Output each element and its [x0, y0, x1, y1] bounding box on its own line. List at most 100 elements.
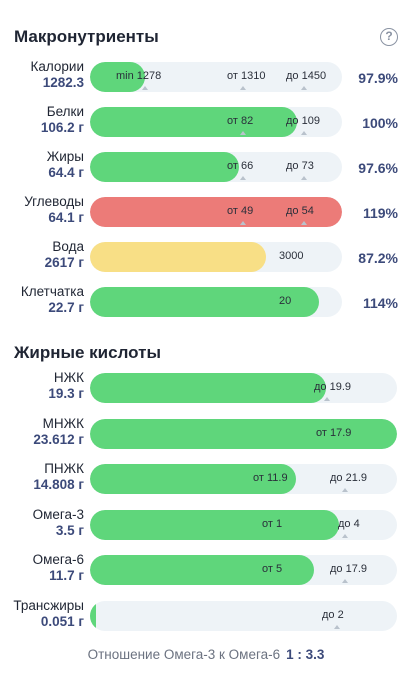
nutrient-amount: 64.1 г	[48, 210, 84, 225]
omega-ratio-label: Отношение Омега-3 к Омега-6	[87, 647, 281, 662]
percent-label: 87.2%	[358, 250, 398, 266]
nutrient-label: Вода 2617 г	[0, 239, 84, 271]
nutrient-label: ПНЖК 14.808 г	[0, 461, 84, 493]
percent-label: 100%	[362, 115, 398, 131]
range-from-tick	[240, 176, 246, 180]
nutrient-label: МНЖК 23.612 г	[0, 416, 84, 448]
nutrient-amount: 3.5 г	[55, 522, 84, 538]
nutrient-amount: 11.7 г	[49, 568, 84, 583]
nutrient-name: Омега-6	[32, 552, 84, 567]
range-to-tick	[334, 624, 340, 629]
progress-fill	[90, 107, 297, 137]
progress-track: от 17.9	[90, 418, 397, 449]
nutrient-row[interactable]: Белки 106.2 г от 82 до 109 100%	[0, 104, 412, 144]
range-from-label: от 1310	[227, 70, 266, 82]
range-from-label: от 1	[262, 517, 283, 530]
range-to-tick	[342, 579, 348, 583]
nutrient-row[interactable]: Углеводы 64.1 г от 49 до 54 119%	[0, 194, 412, 234]
nutrient-row[interactable]: ПНЖК 14.808 г от 11.9 до 21.9	[0, 461, 412, 501]
progress-track: 3000	[90, 242, 342, 272]
progress-fill	[90, 287, 320, 317]
nutrient-name: МНЖК	[42, 415, 84, 431]
nutrient-row[interactable]: Трансжиры 0.051 г до 2	[0, 598, 412, 638]
progress-track: до 19.9	[90, 373, 397, 403]
nutrient-row[interactable]: МНЖК 23.612 г от 17.9	[0, 416, 412, 456]
nutrient-label: Жиры 64.4 г	[0, 149, 84, 181]
nutrient-row[interactable]: Калории 1282.3 min 1278 от 1310 до 1450 97.9%	[0, 59, 412, 99]
range-to-label: до 4	[338, 517, 360, 530]
range-center-label: 3000	[279, 250, 304, 262]
nutrient-row[interactable]: Клетчатка 22.7 г 20 114%	[0, 284, 412, 324]
range-to-label: до 54	[286, 205, 314, 217]
nutrient-label: НЖК 19.3 г	[0, 370, 84, 402]
nutrient-amount: 14.808 г	[33, 477, 84, 492]
range-min-tick	[142, 86, 148, 90]
nutrient-name: ПНЖК	[44, 461, 84, 476]
range-from-label: от 17.9	[316, 426, 352, 439]
range-from-label: от 66	[227, 160, 254, 172]
nutrient-row[interactable]: Омега-6 11.7 г от 5 до 17.9	[0, 552, 412, 592]
progress-fill	[90, 242, 267, 272]
nutrient-label: Белки 106.2 г	[0, 104, 84, 136]
percent-label: 97.6%	[358, 160, 398, 176]
range-to-label: до 2	[322, 608, 344, 621]
range-to-tick	[342, 533, 348, 538]
percent-label: 119%	[362, 205, 398, 221]
progress-fill	[90, 600, 97, 631]
range-from-label: от 11.9	[253, 472, 288, 484]
range-from-tick	[240, 86, 246, 90]
progress-fill	[90, 555, 315, 585]
omega-ratio-value: 1 : 3.3	[286, 647, 325, 662]
nutrient-amount: 64.4 г	[48, 165, 84, 180]
progress-track: до 2	[90, 600, 397, 631]
nutrient-name: Калории	[30, 59, 85, 74]
percent-label: 97.9%	[358, 70, 398, 86]
range-from-label: от 82	[227, 115, 254, 127]
nutrient-label: Клетчатка 22.7 г	[0, 284, 84, 316]
nutrient-label: Омега-6 11.7 г	[0, 552, 84, 584]
progress-fill	[90, 373, 327, 403]
nutrient-name: Трансжиры	[13, 597, 84, 613]
progress-track: от 5 до 17.9	[90, 555, 397, 585]
range-to-tick	[301, 86, 307, 90]
progress-fill	[90, 152, 239, 182]
nutrient-name: НЖК	[53, 370, 84, 385]
range-to-tick	[301, 176, 307, 180]
percent-label: 114%	[362, 295, 398, 311]
nutrient-row[interactable]: Вода 2617 г 3000 87.2%	[0, 239, 412, 279]
nutrient-amount: 0.051 г	[40, 613, 84, 629]
nutrient-row[interactable]: Омега-3 3.5 г от 1 до 4	[0, 507, 412, 547]
range-center-label: 20	[279, 295, 292, 307]
range-to-label: до 1450	[286, 70, 327, 82]
range-to-label: до 19.9	[314, 381, 352, 393]
fatty-title: Жирные кислоты	[14, 343, 161, 362]
range-from-tick	[240, 131, 246, 135]
range-to-tick	[324, 397, 330, 401]
progress-track: от 82 до 109	[90, 107, 342, 137]
nutrient-name: Углеводы	[24, 194, 84, 209]
progress-track: от 11.9 до 21.9	[90, 464, 397, 494]
progress-fill	[90, 464, 296, 494]
progress-fill	[90, 418, 397, 449]
nutrient-row[interactable]: НЖК 19.3 г до 19.9	[0, 370, 412, 410]
range-min-label: min 1278	[116, 70, 162, 82]
macro-title: Макронутриенты	[14, 27, 159, 46]
range-from-label: от 5	[262, 563, 283, 575]
range-to-label: до 73	[286, 160, 314, 172]
nutrient-amount: 2617 г	[44, 255, 84, 270]
nutrient-amount: 22.7 г	[48, 300, 84, 315]
progress-fill	[90, 62, 146, 92]
nutrient-row[interactable]: Жиры 64.4 г от 66 до 73 97.6%	[0, 149, 412, 189]
range-to-label: до 109	[286, 115, 320, 127]
nutrient-amount: 106.2 г	[40, 120, 84, 135]
range-to-label: до 17.9	[330, 563, 368, 575]
progress-track: 20	[90, 287, 342, 317]
omega-ratio: Отношение Омега-3 к Омега-6 1 : 3.3	[0, 647, 412, 662]
progress-track: от 66 до 73	[90, 152, 342, 182]
nutrient-name: Вода	[52, 239, 84, 254]
range-to-tick	[301, 131, 307, 135]
help-icon[interactable]: ?	[380, 28, 398, 46]
progress-track: min 1278 от 1310 до 1450	[90, 62, 342, 92]
nutrient-amount: 23.612 г	[33, 431, 84, 447]
range-to-tick	[342, 488, 348, 492]
